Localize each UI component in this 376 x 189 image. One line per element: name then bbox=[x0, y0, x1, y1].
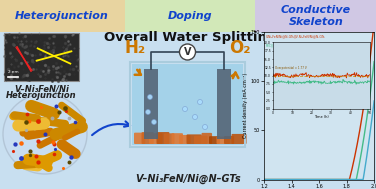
Bar bbox=[255, 0, 376, 32]
FancyBboxPatch shape bbox=[209, 136, 220, 144]
Text: V–Ni₃FeN/Ni: V–Ni₃FeN/Ni bbox=[14, 84, 69, 93]
Circle shape bbox=[152, 119, 156, 125]
FancyBboxPatch shape bbox=[179, 135, 191, 144]
FancyBboxPatch shape bbox=[156, 132, 170, 144]
FancyBboxPatch shape bbox=[141, 132, 154, 144]
Circle shape bbox=[146, 109, 150, 115]
Text: Conductive
Skeleton: Conductive Skeleton bbox=[281, 5, 351, 27]
FancyBboxPatch shape bbox=[134, 133, 146, 144]
Text: O₂: O₂ bbox=[229, 39, 251, 57]
Bar bbox=[144, 69, 158, 139]
FancyBboxPatch shape bbox=[171, 133, 183, 144]
Circle shape bbox=[193, 115, 197, 119]
Ellipse shape bbox=[3, 94, 87, 174]
Text: V: V bbox=[184, 47, 191, 57]
Circle shape bbox=[179, 44, 196, 60]
FancyBboxPatch shape bbox=[202, 133, 212, 144]
Bar bbox=[125, 0, 255, 32]
Bar bbox=[0, 32, 376, 189]
FancyBboxPatch shape bbox=[132, 64, 243, 145]
Circle shape bbox=[182, 106, 188, 112]
Bar bbox=[217, 69, 231, 139]
Bar bbox=[4, 33, 79, 81]
Text: Heterojunction: Heterojunction bbox=[15, 11, 109, 21]
Circle shape bbox=[203, 125, 208, 129]
Text: H₂: H₂ bbox=[124, 39, 146, 57]
FancyBboxPatch shape bbox=[194, 136, 208, 144]
Text: 2 nm: 2 nm bbox=[8, 70, 18, 74]
FancyBboxPatch shape bbox=[164, 133, 174, 144]
Circle shape bbox=[197, 99, 203, 105]
FancyBboxPatch shape bbox=[232, 134, 247, 144]
FancyBboxPatch shape bbox=[186, 134, 202, 144]
Bar bbox=[0, 0, 125, 32]
Y-axis label: Current density (mA cm⁻²): Current density (mA cm⁻²) bbox=[243, 73, 248, 139]
FancyBboxPatch shape bbox=[149, 133, 163, 144]
Circle shape bbox=[147, 94, 153, 99]
Text: V-Ni₃FeN/Ni@N-GTs||V-Ni₃FeN/Ni@N-GTs: V-Ni₃FeN/Ni@N-GTs||V-Ni₃FeN/Ni@N-GTs bbox=[266, 34, 325, 38]
Text: Doping: Doping bbox=[168, 11, 212, 21]
Text: Overall Water Splitting: Overall Water Splitting bbox=[104, 30, 276, 43]
Text: Heterojunction: Heterojunction bbox=[6, 91, 77, 100]
FancyBboxPatch shape bbox=[224, 136, 234, 144]
Text: Pt/C||RuO₂: Pt/C||RuO₂ bbox=[266, 44, 281, 48]
FancyBboxPatch shape bbox=[217, 136, 230, 144]
Text: V–Ni₃FeN/Ni@N–GTs: V–Ni₃FeN/Ni@N–GTs bbox=[135, 174, 241, 184]
